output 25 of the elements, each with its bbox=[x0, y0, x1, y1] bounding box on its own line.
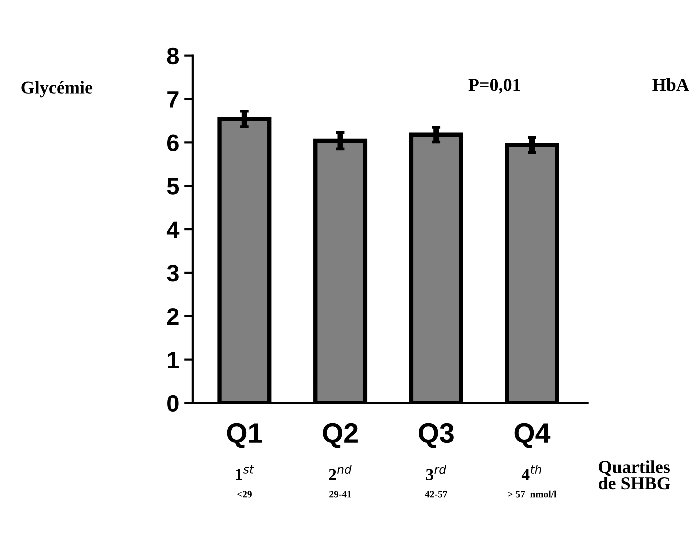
x-axis-title: Quartiles de SHBG bbox=[598, 460, 670, 490]
y-tick-label: 1 bbox=[168, 352, 180, 368]
y-tick-label: 5 bbox=[167, 178, 180, 195]
y-tick-label: 8 bbox=[167, 48, 180, 65]
x-tick-label: Q2 bbox=[323, 423, 358, 448]
y-tick-label: 3 bbox=[167, 265, 179, 282]
text: <29 bbox=[238, 491, 252, 498]
y-tick-label: 4 bbox=[166, 222, 180, 238]
text: 2$^{nd}$ bbox=[329, 464, 352, 480]
text: 29-41 bbox=[330, 491, 352, 498]
text: > 57 nmol/l bbox=[508, 490, 557, 498]
y-tick-label: 6 bbox=[167, 134, 179, 152]
x-tick-label: Q3 bbox=[418, 423, 454, 448]
y-tick-label: 2 bbox=[167, 308, 179, 325]
annotation: P=0,01 bbox=[468, 79, 520, 94]
text: 1$^{st}$ bbox=[236, 466, 254, 480]
text: 42-57 bbox=[425, 491, 448, 498]
y-axis-title: Glycémie bbox=[22, 81, 93, 98]
text: 4$^{th}$ bbox=[522, 464, 542, 480]
text: HbA bbox=[652, 78, 690, 92]
x-tick-label: Q4 bbox=[514, 423, 551, 448]
text: 3$^{rd}$ bbox=[426, 465, 447, 480]
x-tick-label: Q1 bbox=[227, 423, 262, 448]
y-tick-label: 7 bbox=[168, 92, 179, 108]
y-tick-label: 0 bbox=[168, 395, 179, 412]
